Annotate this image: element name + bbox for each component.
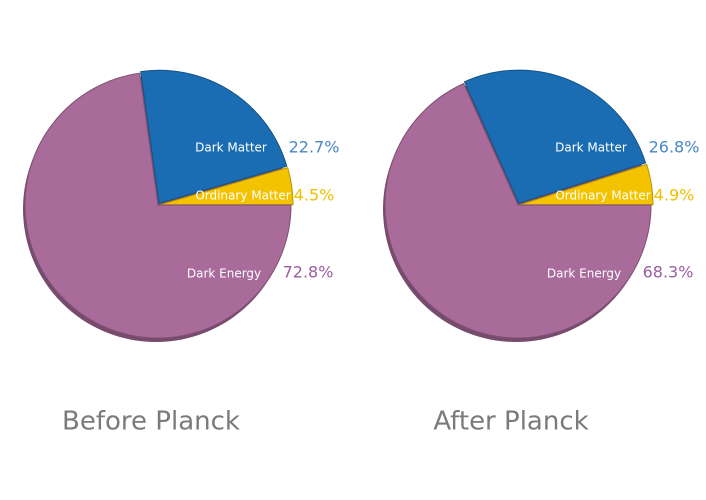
value-label: 4.9% bbox=[654, 186, 695, 205]
value-label: 22.7% bbox=[289, 138, 340, 157]
pie-slice bbox=[384, 82, 652, 339]
slice-label: Dark Energy bbox=[187, 267, 261, 281]
chart-title: Before Planck bbox=[62, 407, 240, 437]
chart-title: After Planck bbox=[433, 407, 588, 437]
value-label: 68.3% bbox=[643, 263, 694, 282]
slice-label: Dark Energy bbox=[547, 267, 621, 281]
pie-slice bbox=[140, 69, 288, 204]
slice-label: Dark Matter bbox=[555, 141, 627, 155]
pie-slice bbox=[463, 69, 647, 204]
slice-label: Dark Matter bbox=[195, 141, 267, 155]
pie-slice bbox=[159, 166, 294, 206]
slice-label: Ordinary Matter bbox=[195, 189, 290, 203]
value-label: 72.8% bbox=[283, 263, 334, 282]
value-label: 4.5% bbox=[294, 186, 335, 205]
slice-label: Ordinary Matter bbox=[555, 189, 650, 203]
pie-slice bbox=[519, 163, 654, 206]
pie-slice bbox=[24, 72, 292, 339]
value-label: 26.8% bbox=[649, 138, 700, 157]
